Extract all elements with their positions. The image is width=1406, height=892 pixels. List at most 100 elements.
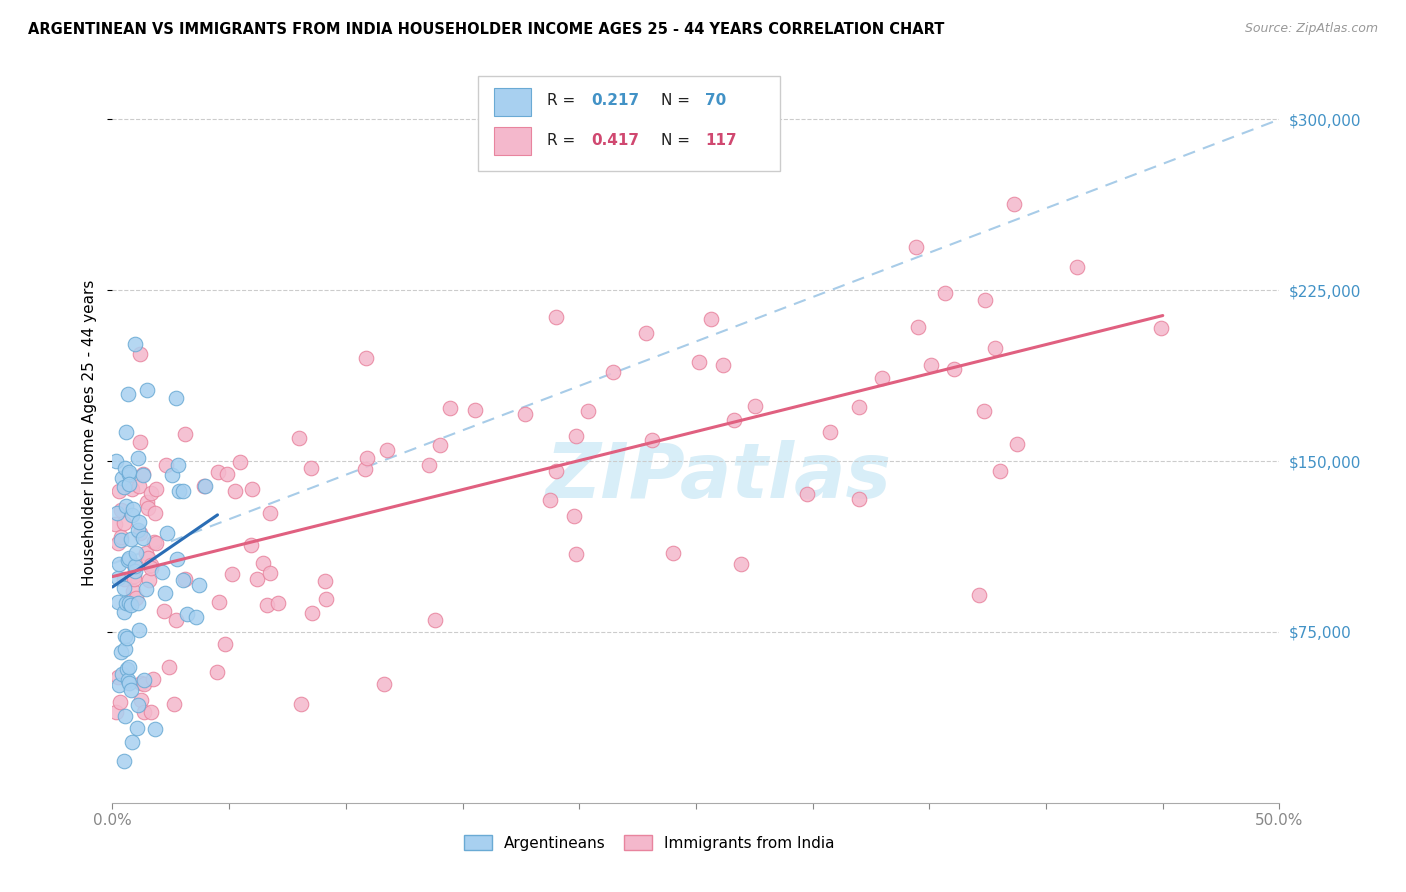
Point — [132, 532, 155, 546]
Point — [224, 483, 246, 498]
Point — [169, 483, 191, 498]
Point — [176, 607, 198, 622]
Point — [439, 401, 461, 416]
Point — [848, 400, 870, 414]
Legend: Argentineans, Immigrants from India: Argentineans, Immigrants from India — [464, 835, 834, 851]
Point — [124, 546, 146, 560]
Point — [299, 460, 322, 475]
Point — [143, 722, 166, 736]
Point — [905, 240, 928, 254]
Text: N =: N = — [661, 133, 695, 148]
Point — [112, 605, 135, 619]
Point — [117, 386, 139, 401]
Point — [290, 697, 312, 711]
Text: R =: R = — [547, 94, 579, 109]
FancyBboxPatch shape — [494, 88, 531, 117]
Point — [132, 467, 155, 482]
Point — [122, 558, 145, 572]
Point — [162, 698, 184, 712]
Point — [356, 450, 378, 465]
Point — [156, 526, 179, 541]
Point — [124, 337, 146, 351]
Point — [1002, 197, 1025, 211]
Point — [114, 499, 136, 513]
Point — [240, 482, 263, 496]
Point — [1066, 260, 1088, 274]
Point — [122, 569, 145, 583]
Point — [128, 479, 150, 493]
Y-axis label: Householder Income Ages 25 - 44 years: Householder Income Ages 25 - 44 years — [82, 279, 97, 586]
Point — [139, 560, 162, 574]
Point — [127, 698, 149, 713]
Point — [943, 362, 966, 376]
Point — [110, 502, 132, 516]
Point — [117, 676, 139, 690]
Point — [104, 516, 127, 531]
Point — [134, 705, 156, 719]
Point — [129, 693, 152, 707]
Point — [111, 471, 134, 485]
Point — [136, 500, 159, 515]
Point — [969, 588, 991, 602]
Point — [111, 666, 134, 681]
Point — [134, 677, 156, 691]
Point — [124, 564, 146, 578]
Point — [115, 596, 138, 610]
Point — [127, 451, 149, 466]
Point — [128, 347, 150, 361]
Point — [121, 483, 143, 497]
Point — [546, 464, 568, 478]
Point — [193, 479, 215, 493]
Point — [110, 533, 132, 547]
Point — [184, 609, 207, 624]
Point — [187, 577, 209, 591]
Point — [354, 351, 377, 365]
Text: N =: N = — [661, 94, 695, 109]
Point — [135, 495, 157, 509]
Point — [121, 501, 143, 516]
Point — [173, 427, 195, 442]
Point — [127, 523, 149, 537]
Text: R =: R = — [547, 133, 579, 148]
Point — [373, 676, 395, 690]
Point — [139, 558, 162, 572]
Point — [112, 480, 135, 494]
Point — [107, 678, 129, 692]
Point — [215, 467, 238, 482]
Point — [132, 673, 155, 688]
Point — [118, 465, 141, 479]
Point — [562, 509, 585, 524]
Point — [870, 371, 893, 385]
Point — [143, 535, 166, 549]
Point — [118, 551, 141, 566]
Point — [256, 598, 278, 612]
Point — [973, 404, 995, 418]
Point — [118, 596, 141, 610]
Point — [110, 645, 132, 659]
Point — [121, 508, 143, 523]
Point — [120, 683, 142, 698]
Point — [515, 407, 537, 421]
Point — [641, 434, 664, 448]
Point — [166, 552, 188, 566]
Point — [221, 566, 243, 581]
Point — [208, 595, 231, 609]
Point — [576, 403, 599, 417]
Point — [160, 468, 183, 483]
Point — [131, 468, 153, 483]
Text: ARGENTINEAN VS IMMIGRANTS FROM INDIA HOUSEHOLDER INCOME AGES 25 - 44 YEARS CORRE: ARGENTINEAN VS IMMIGRANTS FROM INDIA HOU… — [28, 22, 945, 37]
Point — [118, 594, 141, 608]
Point — [115, 662, 138, 676]
Point — [135, 582, 157, 597]
Point — [155, 458, 177, 472]
Point — [174, 572, 197, 586]
Point — [565, 429, 588, 443]
Point — [1005, 437, 1028, 451]
Point — [110, 696, 132, 710]
Point — [636, 326, 658, 340]
Point — [429, 438, 451, 452]
Point — [118, 477, 141, 491]
Point — [239, 538, 262, 552]
Point — [142, 673, 165, 687]
Point — [117, 467, 139, 482]
